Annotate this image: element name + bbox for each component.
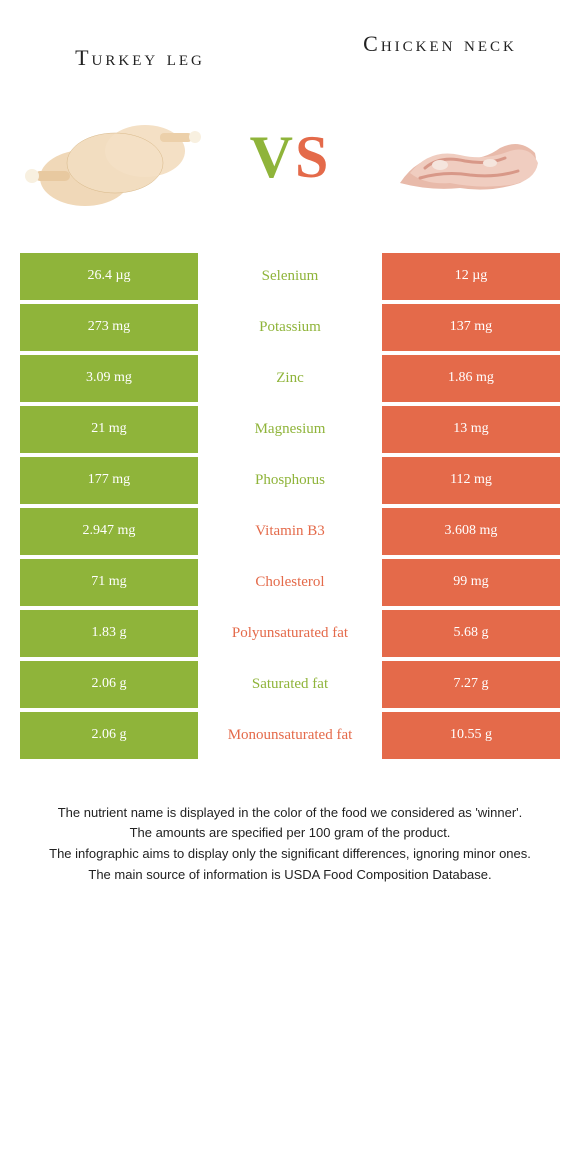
right-value: 13 mg [382,406,560,453]
nutrient-row: 1.83 gPolyunsaturated fat5.68 g [20,610,560,657]
left-food-title: Turkey leg [50,30,230,73]
footer-line: The amounts are specified per 100 gram o… [30,823,550,844]
nutrient-row: 3.09 mgZinc1.86 mg [20,355,560,402]
nutrient-name: Phosphorus [202,457,378,504]
right-value: 112 mg [382,457,560,504]
footer-line: The nutrient name is displayed in the co… [30,803,550,824]
nutrient-name: Vitamin B3 [202,508,378,555]
nutrient-name: Polyunsaturated fat [202,610,378,657]
nutrient-name: Selenium [202,253,378,300]
left-value: 1.83 g [20,610,198,657]
nutrient-row: 177 mgPhosphorus112 mg [20,457,560,504]
nutrient-table: 26.4 µgSelenium12 µg273 mgPotassium137 m… [20,253,560,759]
left-value: 2.06 g [20,712,198,759]
nutrient-row: 2.06 gSaturated fat7.27 g [20,661,560,708]
vs-s: S [295,124,330,190]
right-value: 5.68 g [382,610,560,657]
left-food-image [20,93,210,223]
footer-notes: The nutrient name is displayed in the co… [0,763,580,886]
nutrient-name: Cholesterol [202,559,378,606]
left-value: 71 mg [20,559,198,606]
nutrient-row: 2.06 gMonounsaturated fat10.55 g [20,712,560,759]
vs-label: VS [250,123,331,192]
footer-line: The main source of information is USDA F… [30,865,550,886]
right-value: 99 mg [382,559,560,606]
right-food-title: Chicken neck [350,30,530,73]
nutrient-name: Potassium [202,304,378,351]
header: Turkey leg Chicken neck [0,0,580,83]
nutrient-row: 26.4 µgSelenium12 µg [20,253,560,300]
right-value: 7.27 g [382,661,560,708]
left-value: 177 mg [20,457,198,504]
right-value: 12 µg [382,253,560,300]
right-value: 3.608 mg [382,508,560,555]
footer-line: The infographic aims to display only the… [30,844,550,865]
right-value: 1.86 mg [382,355,560,402]
nutrient-name: Monounsaturated fat [202,712,378,759]
left-value: 2.947 mg [20,508,198,555]
nutrient-name: Zinc [202,355,378,402]
left-value: 21 mg [20,406,198,453]
nutrient-row: 273 mgPotassium137 mg [20,304,560,351]
nutrient-name: Saturated fat [202,661,378,708]
right-value: 10.55 g [382,712,560,759]
nutrient-row: 21 mgMagnesium13 mg [20,406,560,453]
left-value: 3.09 mg [20,355,198,402]
right-value: 137 mg [382,304,560,351]
left-value: 26.4 µg [20,253,198,300]
left-value: 2.06 g [20,661,198,708]
image-row: VS [0,83,580,253]
right-food-image [370,93,560,223]
nutrient-name: Magnesium [202,406,378,453]
left-value: 273 mg [20,304,198,351]
vs-v: V [250,124,295,190]
nutrient-row: 71 mgCholesterol99 mg [20,559,560,606]
nutrient-row: 2.947 mgVitamin B33.608 mg [20,508,560,555]
